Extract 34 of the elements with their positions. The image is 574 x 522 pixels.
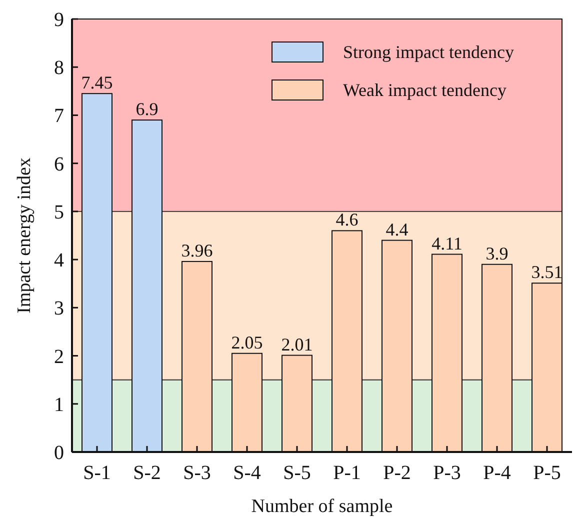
y-tick-label: 9 [54,9,64,31]
y-tick-label: 6 [54,153,64,176]
y-tick-label: 1 [54,394,64,416]
x-tick-label: S-3 [183,462,211,484]
data-label: 7.45 [81,72,113,93]
x-tick-label: S-2 [133,462,161,484]
y-tick-label: 3 [54,298,64,320]
x-tick-label: P-2 [383,462,411,484]
data-label: 2.05 [231,332,263,352]
y-tick-label: 5 [54,201,64,224]
x-tick-label: S-1 [83,462,111,484]
data-label: 3.51 [531,262,563,282]
data-label: 4.11 [432,233,462,254]
data-label: 2.01 [281,334,313,354]
y-tick-label: 8 [54,57,64,80]
data-label: 6.9 [136,99,158,120]
data-label: 3.9 [486,243,508,264]
x-tick-label: P-1 [333,462,361,484]
y-tick-label: 4 [54,250,64,272]
y-tick-label: 2 [54,346,64,368]
x-axis-title: Number of sample [251,496,393,517]
x-tick-label: S-4 [233,462,261,484]
x-tick-label: P-5 [533,462,561,484]
data-label: 4.4 [386,219,408,240]
y-axis-title: Impact energy index [14,157,35,314]
y-tick-label: 0 [54,442,64,464]
data-label: 4.6 [336,210,358,230]
x-tick-label: P-4 [483,462,511,484]
legend-label: Strong impact tendency [343,42,514,62]
data-label: 3.96 [181,240,213,260]
x-tick-label: P-3 [433,462,461,484]
legend-label: Weak impact tendency [343,80,506,100]
y-tick-label: 7 [54,105,64,128]
x-tick-label: S-5 [283,462,311,484]
